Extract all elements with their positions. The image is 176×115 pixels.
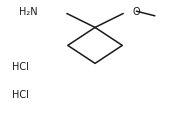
Text: HCl: HCl	[12, 62, 29, 72]
Text: H₂N: H₂N	[19, 7, 38, 17]
Text: HCl: HCl	[12, 89, 29, 99]
Text: O: O	[133, 7, 140, 17]
